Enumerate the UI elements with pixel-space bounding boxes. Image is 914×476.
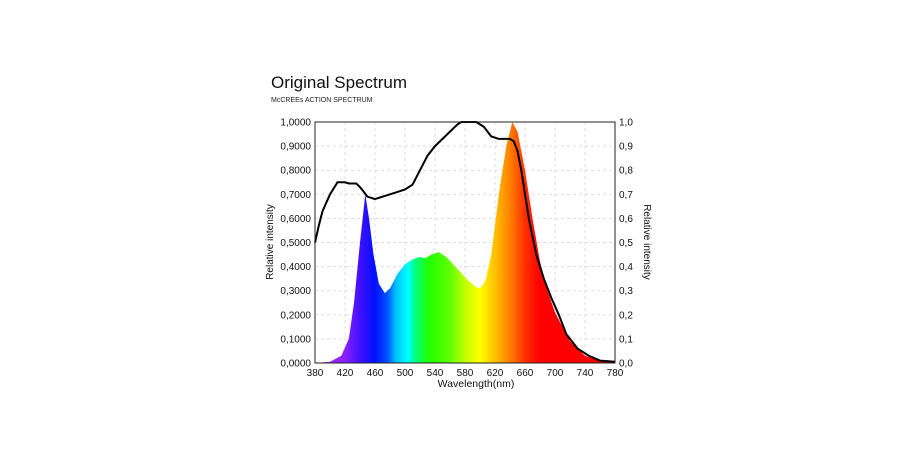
x-tick-label: 540 xyxy=(427,368,444,379)
y-tick-label-right: 0,7 xyxy=(619,190,633,201)
x-tick-label: 660 xyxy=(517,368,534,379)
y-tick-label-left: 0,6000 xyxy=(280,214,311,225)
y-tick-label-right: 0,8 xyxy=(619,166,633,177)
y-tick-label-right: 0,6 xyxy=(619,214,633,225)
y-tick-label-right: 0,3 xyxy=(619,286,633,297)
y-tick-label-left: 0,8000 xyxy=(280,166,311,177)
y-tick-label-left: 0,5000 xyxy=(280,238,311,249)
y-tick-label-left: 0,4000 xyxy=(280,262,311,273)
x-tick-label: 460 xyxy=(367,368,384,379)
x-tick-label: 780 xyxy=(607,368,624,379)
y-tick-label-right: 1,0 xyxy=(619,118,633,129)
y-tick-label-left: 0,2000 xyxy=(280,310,311,321)
x-tick-label: 620 xyxy=(487,368,504,379)
y-axis-label-left: Relative intensity xyxy=(265,204,276,280)
x-tick-label: 580 xyxy=(457,368,474,379)
y-tick-label-left: 0,9000 xyxy=(280,142,311,153)
chart-subtitle: McCREEs ACTION SPECTRUM xyxy=(271,97,373,104)
x-tick-label: 700 xyxy=(547,368,564,379)
y-tick-label-left: 0,0000 xyxy=(280,359,311,370)
x-tick-label: 380 xyxy=(307,368,324,379)
x-axis-label: Wavelength(nm) xyxy=(438,378,515,390)
y-tick-label-left: 0,7000 xyxy=(280,190,311,201)
y-tick-label-right: 0,0 xyxy=(619,359,633,370)
chart-title: Original Spectrum xyxy=(271,73,408,92)
y-tick-label-left: 0,1000 xyxy=(280,334,311,345)
x-tick-label: 500 xyxy=(397,368,414,379)
y-tick-label-right: 0,9 xyxy=(619,142,633,153)
y-tick-label-right: 0,2 xyxy=(619,310,633,321)
action-spectrum-line xyxy=(314,121,616,363)
plot-frame xyxy=(314,121,616,364)
y-tick-label-left: 0,3000 xyxy=(280,286,311,297)
y-axis-label-right: Relative intensity xyxy=(641,204,652,280)
x-tick-label: 420 xyxy=(337,368,354,379)
y-tick-label-right: 0,4 xyxy=(619,262,633,273)
x-tick-label: 740 xyxy=(577,368,594,379)
y-tick-label-right: 0,5 xyxy=(619,238,633,249)
y-tick-label-right: 0,1 xyxy=(619,334,633,345)
y-tick-label-left: 1,0000 xyxy=(280,118,311,129)
spectrum-area xyxy=(315,122,615,363)
